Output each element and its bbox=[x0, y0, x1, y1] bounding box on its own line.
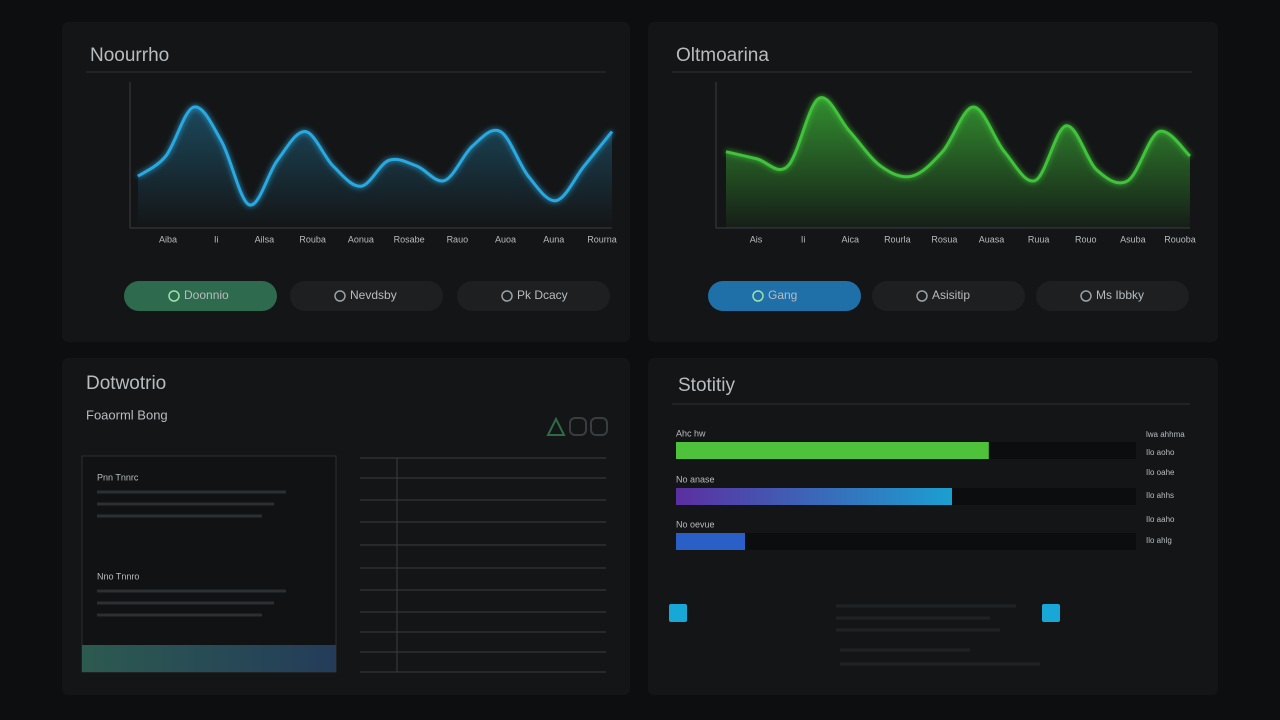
card-heading: Nno Tnnro bbox=[97, 571, 139, 581]
button[interactable]: Pk Dcacy bbox=[457, 281, 610, 311]
card-heading: Pnn Tnnrc bbox=[97, 472, 139, 482]
area-fill bbox=[138, 106, 612, 228]
x-label: Ii bbox=[214, 234, 219, 244]
x-label: Aiba bbox=[159, 234, 177, 244]
bar-label: Ahc hw bbox=[676, 428, 706, 438]
button[interactable]: Ms Ibbky bbox=[1036, 281, 1189, 311]
content: Noourrho Aiba Ii Ailsa Rouba Aonua Rosabe Rauo A… bbox=[81, 45, 1196, 673]
button-label: Asisitip bbox=[932, 288, 970, 302]
bar-label: No oevue bbox=[676, 519, 715, 529]
button-icon bbox=[501, 290, 513, 302]
button-label: Ms Ibbky bbox=[1096, 288, 1144, 302]
x-label: Rosabe bbox=[394, 234, 425, 244]
x-label: Auasa bbox=[979, 234, 1005, 244]
side-label: Ilo aoho bbox=[1146, 448, 1175, 457]
button[interactable]: Gang bbox=[708, 281, 861, 311]
button-label: Nevdsby bbox=[350, 288, 397, 302]
button-icon bbox=[916, 290, 928, 302]
button[interactable]: Nevdsby bbox=[290, 281, 443, 311]
panel-title: Oltmoarina bbox=[676, 45, 769, 66]
button[interactable]: Doonnio bbox=[124, 281, 277, 311]
panel-title: Noourrho bbox=[90, 45, 169, 66]
panel bbox=[648, 358, 1218, 695]
icon bbox=[546, 416, 566, 436]
line bbox=[137, 105, 614, 207]
x-label: Ii bbox=[801, 234, 806, 244]
x-label: Asuba bbox=[1120, 234, 1146, 244]
x-label: Ais bbox=[750, 234, 763, 244]
bar-label: No anase bbox=[676, 474, 715, 484]
x-label: Rourla bbox=[884, 234, 911, 244]
button-bg bbox=[708, 281, 861, 311]
x-label: Rouoba bbox=[1164, 234, 1196, 244]
card bbox=[81, 455, 337, 673]
x-label: Rosua bbox=[931, 234, 957, 244]
side-label: Ilo aaho bbox=[1146, 515, 1175, 524]
x-label: Ruua bbox=[1028, 234, 1050, 244]
line bbox=[725, 96, 1192, 185]
button-icon bbox=[168, 290, 180, 302]
button-icon bbox=[334, 290, 346, 302]
x-label: Auoa bbox=[495, 234, 516, 244]
button-bg bbox=[124, 281, 277, 311]
button-label: Pk Dcacy bbox=[517, 288, 568, 302]
x-label: Auna bbox=[543, 234, 564, 244]
panel-subtitle: Foaorml Bong bbox=[86, 407, 168, 422]
button-bg bbox=[457, 281, 610, 311]
button-bg bbox=[872, 281, 1025, 311]
x-label: Rauo bbox=[447, 234, 469, 244]
icon bbox=[590, 417, 608, 436]
side-label: Ilo ahhs bbox=[1146, 491, 1174, 500]
status-square bbox=[669, 604, 687, 622]
bar bbox=[676, 488, 952, 505]
button-bg bbox=[290, 281, 443, 311]
button-bg bbox=[1036, 281, 1189, 311]
bar bbox=[676, 442, 989, 459]
bar-track bbox=[676, 533, 1136, 550]
x-label: Aica bbox=[841, 234, 859, 244]
x-label: Ailsa bbox=[255, 234, 275, 244]
button-icon bbox=[1080, 290, 1092, 302]
icon bbox=[569, 417, 587, 436]
button-icon bbox=[752, 290, 764, 302]
button[interactable]: Asisitip bbox=[872, 281, 1025, 311]
button-label: Gang bbox=[768, 288, 797, 302]
x-label: Rourna bbox=[587, 234, 617, 244]
x-label: Rouba bbox=[299, 234, 326, 244]
side-label: Ilo ahlg bbox=[1146, 536, 1172, 545]
side-label: Ilo oahe bbox=[1146, 468, 1175, 477]
bar bbox=[676, 533, 745, 550]
card-band bbox=[82, 645, 336, 672]
panel-title: Stotitiy bbox=[678, 375, 736, 396]
area-fill bbox=[726, 97, 1190, 228]
x-label: Rouo bbox=[1075, 234, 1097, 244]
x-label: Aonua bbox=[348, 234, 374, 244]
button-label: Doonnio bbox=[184, 288, 229, 302]
side-label: lwa ahhma bbox=[1146, 430, 1185, 439]
status-square bbox=[1042, 604, 1060, 622]
panel-title: Dotwotrio bbox=[86, 373, 166, 394]
